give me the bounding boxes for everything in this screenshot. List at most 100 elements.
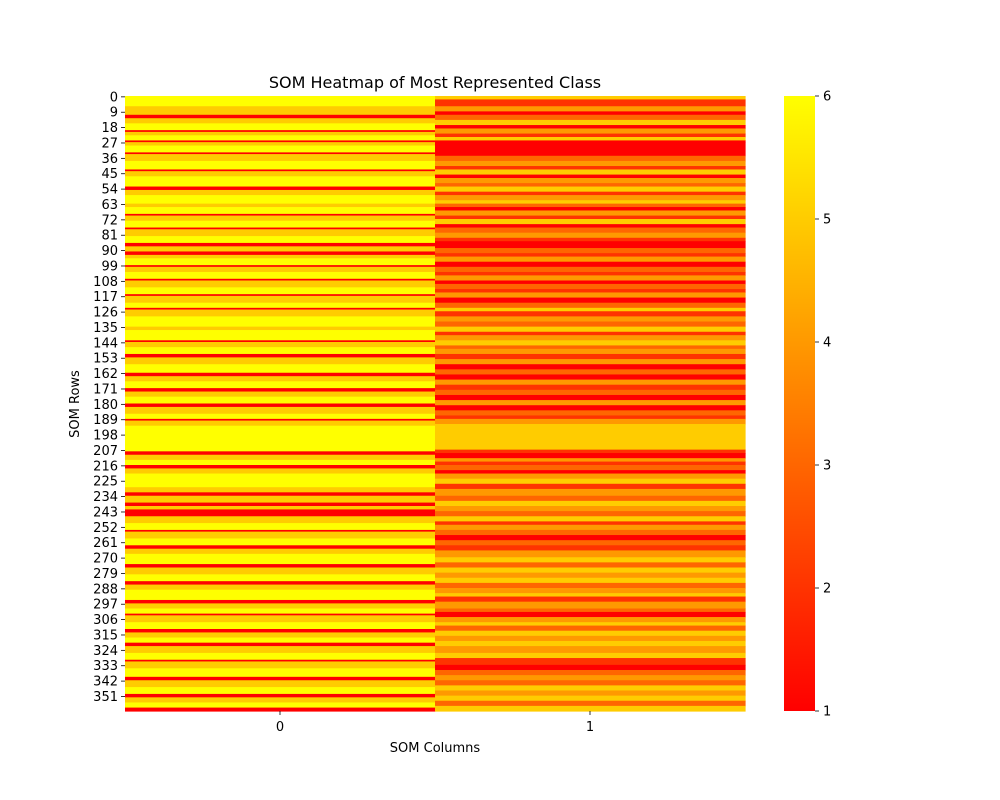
x-axis-label: SOM Columns (390, 741, 481, 756)
heatmap-cell-band (125, 509, 436, 517)
heatmap-cell-band (435, 364, 746, 370)
heatmap-cell-band (125, 246, 436, 253)
heatmap-cell-band (435, 418, 746, 425)
y-tick-label: 153 (93, 352, 118, 367)
heatmap-cell-band (125, 680, 436, 688)
heatmap-cell-band (125, 661, 436, 669)
y-tick-label: 306 (93, 613, 118, 628)
heatmap-cell-band (435, 675, 746, 681)
heatmap-cell-band (435, 261, 746, 268)
heatmap-cell-band (125, 236, 436, 244)
heatmap-cell-band (125, 707, 436, 712)
heatmap-cell-band (435, 128, 746, 135)
heatmap-cell-band (435, 685, 746, 692)
heatmap-cell-band (435, 557, 746, 563)
heatmap-cell-band (435, 470, 746, 475)
heatmap-cell-band (125, 548, 436, 555)
heatmap-cell-band (125, 258, 436, 266)
heatmap-cell-band (435, 326, 746, 333)
heatmap-cell-band (125, 140, 436, 143)
colorbar-ticks: 1 2 3 4 5 6 (815, 90, 831, 720)
heatmap-cell-band (125, 468, 436, 475)
heatmap-cell-band (125, 473, 436, 488)
heatmap-cell-band (435, 359, 746, 365)
heatmap-cell-band (125, 271, 436, 280)
heatmap-cell-band (125, 502, 436, 507)
y-tick-label: 234 (93, 490, 118, 505)
heatmap-cell-band (125, 330, 436, 341)
heatmap-cell-band (435, 280, 746, 285)
heatmap-cell-band (435, 461, 746, 466)
heatmap-cell-band (435, 500, 746, 507)
heatmap-cell-band (125, 142, 436, 147)
heatmap-cell-band (125, 564, 436, 569)
heatmap-cell-band (435, 473, 746, 480)
heatmap-cell-band (435, 215, 746, 220)
heatmap-cell-band (125, 295, 436, 304)
heatmap-cell-band (435, 617, 746, 623)
heatmap-cell-band (125, 265, 436, 268)
heatmap-cell-band (125, 599, 436, 604)
heatmap-cell-band (125, 687, 436, 695)
colorbar-tick-label: 5 (823, 213, 831, 228)
heatmap-cell-band (435, 302, 746, 309)
heatmap-cell-band (435, 331, 746, 336)
y-tick-label: 315 (93, 628, 118, 643)
y-tick-label: 288 (93, 582, 118, 597)
heatmap-cell-band (125, 418, 436, 422)
y-axis-ticks: 0918273645546372819099108117126135144153… (93, 90, 125, 705)
heatmap-cell-band (125, 516, 436, 524)
heatmap-cell-band (435, 227, 746, 234)
heatmap-cell-band (435, 210, 746, 217)
heatmap-cell-band (125, 135, 436, 142)
heatmap-cell-band (125, 229, 436, 237)
heatmap-cell-band (125, 613, 436, 616)
heatmap-cell-band (435, 224, 746, 229)
x-tick-label: 1 (586, 720, 594, 735)
heatmap-cell-band (125, 406, 436, 415)
heatmap-cell-band (435, 389, 746, 396)
heatmap-cell-band (435, 200, 746, 205)
heatmap-cell-band (435, 379, 746, 386)
heatmap-cell-band (435, 601, 746, 610)
heatmap-cell-band (435, 114, 746, 121)
heatmap-cell-band (125, 420, 436, 427)
heatmap-cell-band (125, 693, 436, 698)
y-axis-label: SOM Rows (68, 370, 83, 438)
heatmap-cell-band (435, 111, 746, 116)
heatmap-cell-band (125, 207, 436, 215)
y-tick-label: 342 (93, 675, 118, 690)
heatmap-cell-band (435, 253, 746, 258)
heatmap-cell-band (435, 506, 746, 512)
heatmap-cell-band (125, 376, 436, 382)
heatmap-cell-band (435, 611, 746, 618)
heatmap-cell-band (125, 242, 436, 247)
heatmap-cell-band (435, 540, 746, 546)
heatmap-cell-band (435, 572, 746, 579)
y-tick-label: 351 (93, 690, 118, 705)
heatmap-cell-band (435, 625, 746, 632)
heatmap-cell-band (125, 403, 436, 408)
heatmap-cell-band (435, 307, 746, 312)
heatmap-cell-band (435, 340, 746, 347)
heatmap-cell-band (125, 451, 436, 456)
y-tick-label: 108 (93, 275, 118, 290)
colorbar-tick-label: 3 (823, 459, 831, 474)
y-tick-label: 144 (93, 336, 118, 351)
heatmap-cell-band (435, 384, 746, 391)
y-tick-label: 90 (101, 244, 118, 259)
heatmap-cell-band (125, 169, 436, 172)
heatmap-cell-band (435, 488, 746, 497)
y-tick-label: 297 (93, 598, 118, 613)
heatmap-cell-band (125, 388, 436, 393)
y-tick-label: 252 (93, 521, 118, 536)
heatmap-cell-band (125, 280, 436, 288)
heatmap-cell-band (125, 652, 436, 661)
y-tick-label: 27 (101, 136, 118, 151)
heatmap-cell-band (125, 615, 436, 623)
heatmap-cell-band (125, 659, 436, 663)
heatmap-cell-band (435, 125, 746, 130)
heatmap-cell-band (125, 96, 436, 107)
heatmap-cell-band (125, 495, 436, 504)
heatmap-cell-band (125, 622, 436, 630)
